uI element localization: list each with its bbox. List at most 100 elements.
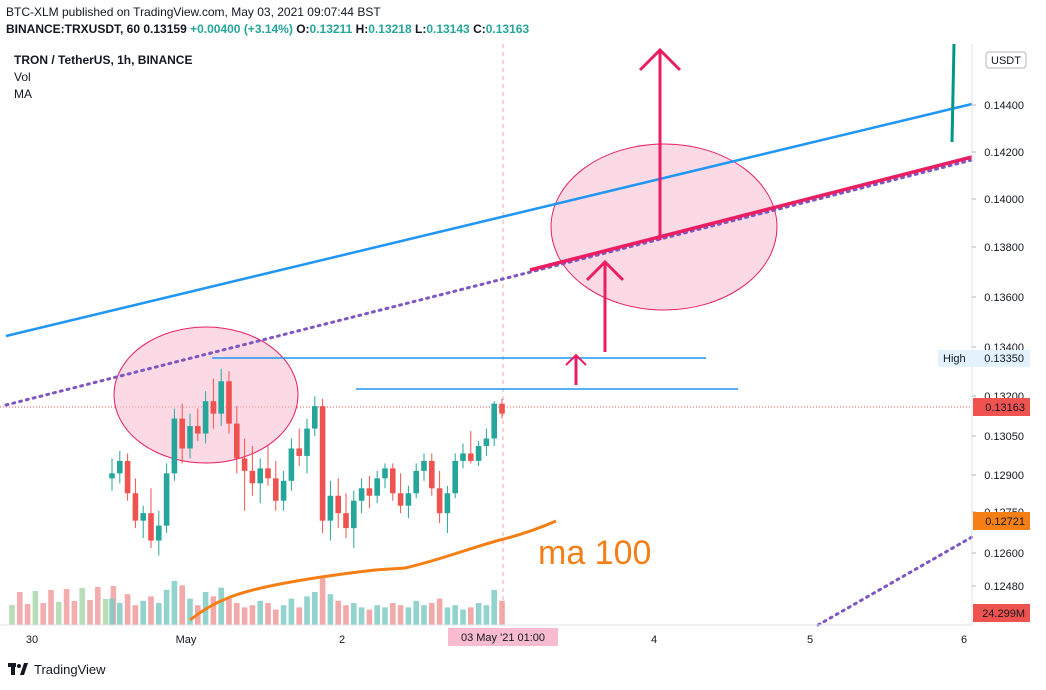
highlight-ellipse-right <box>550 143 778 311</box>
volume-bar <box>24 604 31 625</box>
volume-bar <box>397 605 404 625</box>
grid <box>0 44 972 625</box>
last-price-badge <box>973 398 1030 416</box>
arrow-small-head <box>565 353 587 366</box>
volume-bar <box>499 600 505 625</box>
price-tick-label: 0.14000 <box>984 194 1024 206</box>
volume-bar <box>319 576 326 625</box>
volume-bar <box>9 605 15 625</box>
volume-bar <box>491 589 497 625</box>
ma-badge <box>973 512 1030 530</box>
volume-bar <box>288 598 295 625</box>
volume-bar <box>374 605 380 625</box>
volume-bar <box>79 588 85 625</box>
volume-bar <box>436 598 443 625</box>
symbol-label: BINANCE:TRXUSDT, 60 <box>6 22 141 36</box>
volume-bar <box>335 600 341 625</box>
candle-body <box>234 423 240 459</box>
vol-badge <box>973 604 1030 622</box>
volume-bar <box>366 609 373 625</box>
candle-body <box>210 401 217 414</box>
price-tick-label: 0.14400 <box>984 100 1024 112</box>
candle-body <box>218 381 224 414</box>
volume-bar <box>218 587 224 625</box>
candle-body <box>202 401 209 434</box>
publish-info: BTC-XLM published on TradingView.com, Ma… <box>6 5 381 19</box>
high-value: 0.13218 <box>368 22 412 36</box>
candle-body <box>179 418 185 449</box>
candle-body <box>156 525 162 541</box>
ma-badge-value: 0.12721 <box>985 516 1025 528</box>
cursor-time-badge <box>448 628 558 646</box>
volume-bar <box>117 603 123 625</box>
volume-bar <box>296 607 302 625</box>
volume-bar <box>63 589 70 625</box>
candle-body <box>304 428 310 456</box>
ma-annotation-text: ma 100 <box>538 534 651 572</box>
cursor-time-label: 03 May '21 01:00 <box>461 632 545 644</box>
candle-body <box>390 468 396 494</box>
volume-bar <box>444 607 451 625</box>
time-axis: 30May2345603 May '21 01:00 <box>0 624 972 646</box>
candle-body <box>195 426 201 434</box>
volume-bar <box>241 607 248 625</box>
price-tick-label: 0.12600 <box>984 548 1024 560</box>
volume-bar <box>132 605 139 625</box>
candle-body <box>491 403 497 439</box>
blue-trendline <box>5 102 973 338</box>
candle-body <box>109 473 115 479</box>
candle-body <box>343 513 349 529</box>
time-tick-label: May <box>176 634 197 646</box>
volume-bar <box>187 598 193 625</box>
candle-body <box>132 493 139 521</box>
volume-bar <box>40 603 46 625</box>
legend-vol[interactable]: Vol <box>14 70 31 84</box>
low-value: 0.13143 <box>426 22 470 36</box>
volume-bar <box>179 585 185 625</box>
candle-body <box>296 448 302 456</box>
volume-bar <box>210 596 217 625</box>
candle-body <box>366 488 373 496</box>
volume-bar <box>460 609 466 625</box>
legend-ma[interactable]: MA <box>14 87 32 101</box>
vol-badge-value: 24.299M <box>982 608 1025 620</box>
volume-bar <box>234 603 240 625</box>
pink-trendline <box>529 155 973 272</box>
price-tick-label: 0.13050 <box>984 431 1024 443</box>
volume-bar <box>265 603 271 625</box>
volume-bar <box>421 605 427 625</box>
candle-body <box>374 478 380 496</box>
candle-body <box>312 406 318 429</box>
candle-body <box>163 473 170 526</box>
volume-bar <box>475 603 482 625</box>
price-tick-label: 0.12900 <box>984 470 1024 482</box>
arrow-large-head <box>638 47 682 72</box>
candle-body <box>265 468 271 479</box>
candle-body <box>413 470 419 494</box>
high-label: H: <box>355 22 369 36</box>
candle-body <box>117 460 123 474</box>
time-tick-label: 6 <box>961 634 967 646</box>
volume-bar <box>71 601 78 625</box>
candle-body <box>257 468 263 484</box>
candle-body <box>335 495 341 514</box>
purple-dotted-trendline <box>4 158 974 407</box>
volume-bar <box>109 598 115 625</box>
teal-line <box>950 43 956 143</box>
candle-body <box>397 493 404 506</box>
candle-body <box>429 460 435 489</box>
tradingview-logo-icon <box>8 662 28 675</box>
volume-bar <box>171 581 178 625</box>
volume-bar <box>358 607 365 625</box>
currency-tag-box <box>985 51 1027 69</box>
volume-bar <box>312 592 318 625</box>
purple-dotted-lower <box>816 535 974 627</box>
candle-body <box>436 488 443 514</box>
tradingview-brand[interactable]: TradingView <box>8 662 106 677</box>
candle-body <box>475 445 482 461</box>
volume-bar <box>452 605 458 625</box>
candles <box>109 368 505 556</box>
open-value: 0.13211 <box>309 22 353 36</box>
candle-body <box>382 468 388 479</box>
